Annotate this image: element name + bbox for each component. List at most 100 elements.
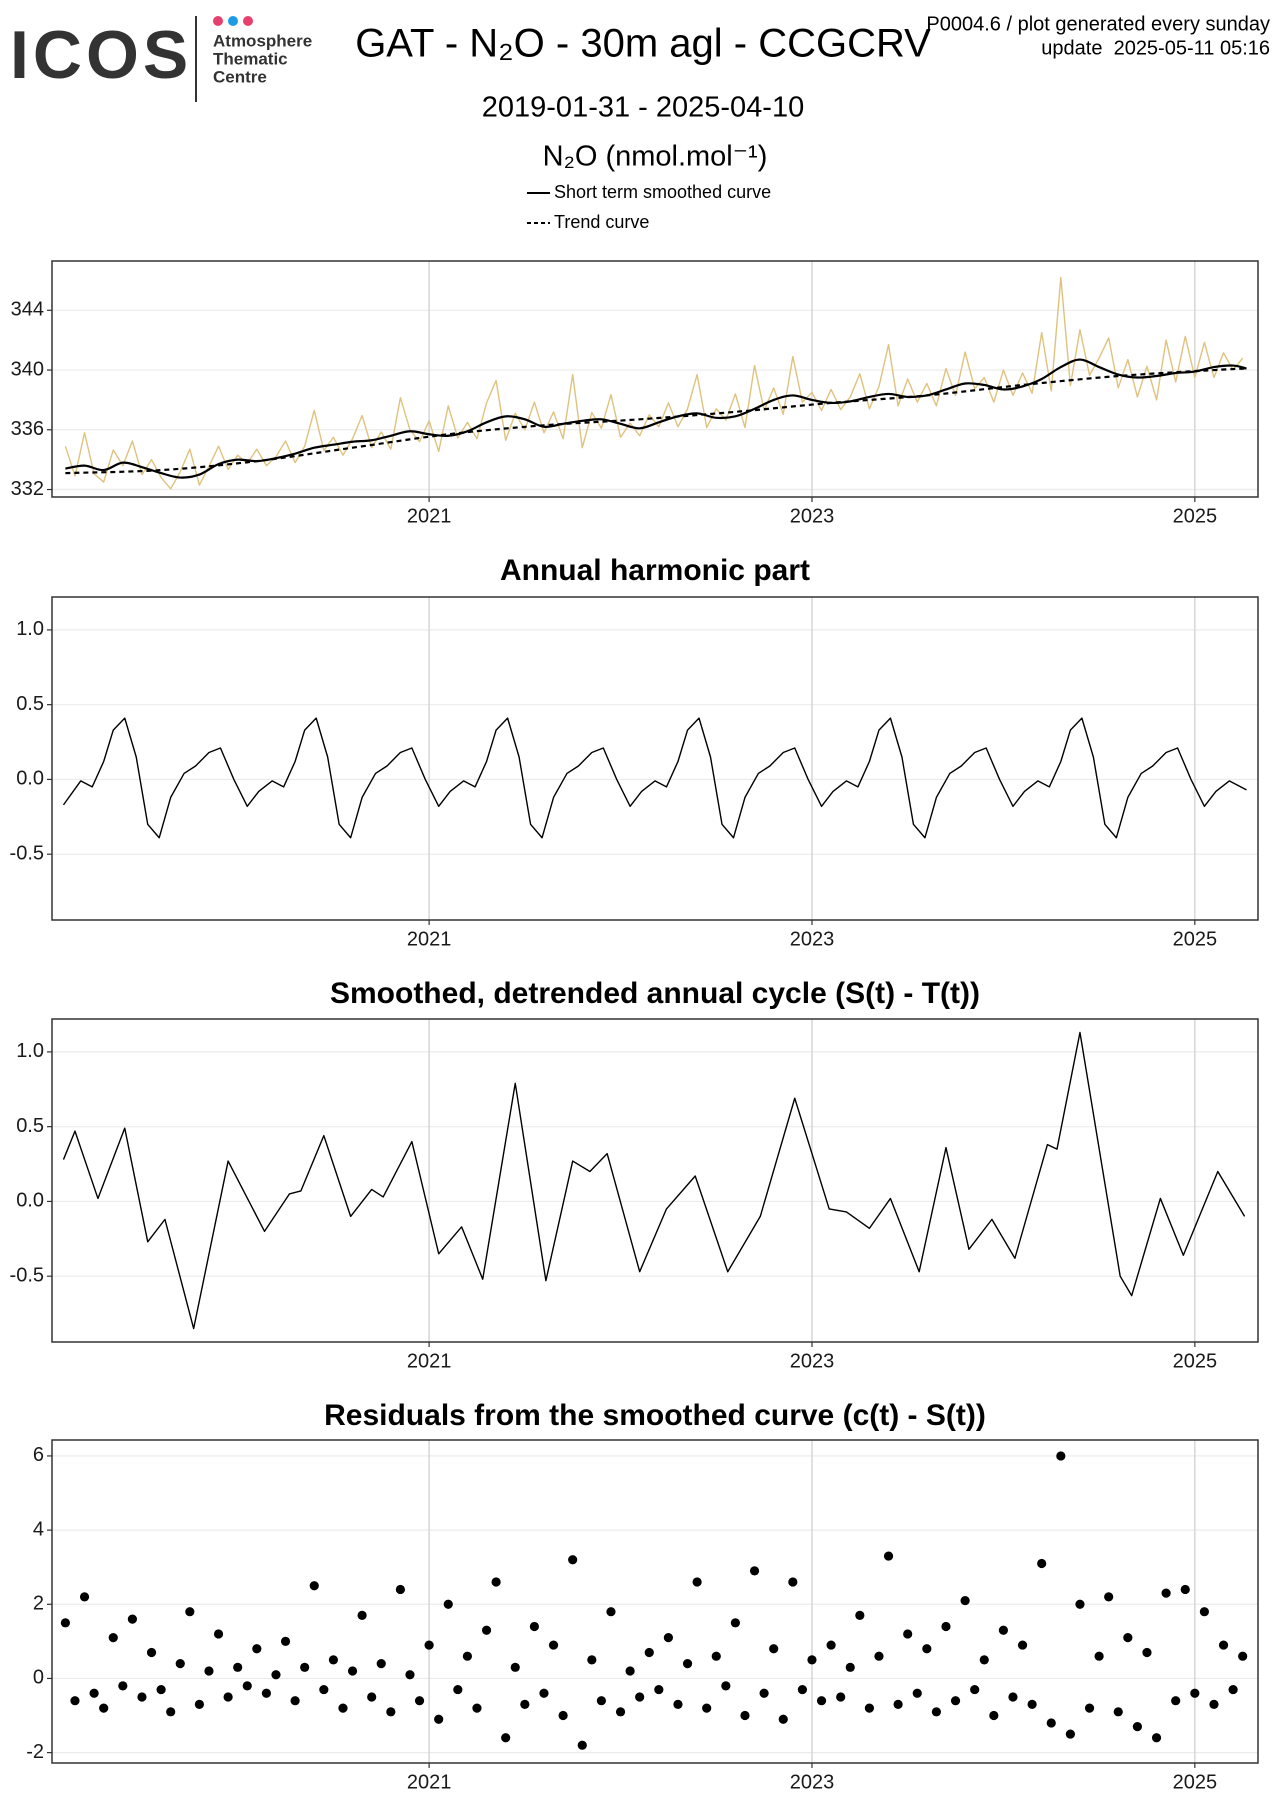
point <box>529 1621 540 1632</box>
plot-area <box>64 276 1247 490</box>
point <box>1228 1684 1238 1695</box>
point <box>797 1684 808 1695</box>
point <box>989 1710 999 1721</box>
point <box>1142 1647 1152 1658</box>
logo-dot <box>228 16 238 26</box>
raw-line <box>64 276 1244 490</box>
point <box>788 1577 798 1587</box>
point <box>204 1666 214 1676</box>
point <box>376 1659 386 1669</box>
x-tick-label: 2021 <box>407 928 452 950</box>
y-tick-label: 2 <box>33 1593 44 1615</box>
curve-line <box>65 358 1247 479</box>
point <box>711 1651 721 1661</box>
point <box>606 1607 616 1617</box>
point <box>826 1640 836 1650</box>
point <box>60 1618 70 1628</box>
page-title: GAT - N₂O - 30m agl - CCGCRV <box>355 22 931 66</box>
point <box>1065 1729 1075 1739</box>
legend-label: Short term smoothed curve <box>554 182 771 202</box>
point <box>692 1577 702 1587</box>
point <box>845 1662 855 1672</box>
point <box>233 1662 243 1672</box>
point <box>271 1670 281 1680</box>
point <box>759 1688 769 1698</box>
point <box>855 1610 865 1621</box>
point <box>1075 1599 1085 1609</box>
raw-line <box>62 1031 1246 1330</box>
point <box>1209 1699 1219 1710</box>
point <box>70 1696 80 1706</box>
point <box>702 1703 712 1713</box>
point <box>587 1655 597 1665</box>
point <box>960 1595 970 1606</box>
panel-title: Smoothed, detrended annual cycle (S(t) -… <box>330 977 980 1010</box>
point <box>261 1688 271 1698</box>
point <box>137 1692 147 1702</box>
point <box>194 1699 204 1710</box>
point <box>912 1688 922 1698</box>
point <box>1056 1451 1066 1461</box>
point <box>625 1666 635 1676</box>
y-tick-label: 0.0 <box>16 1190 44 1212</box>
panel-title: N₂O (nmol.mol⁻¹) <box>543 141 768 173</box>
x-tick-label: 2023 <box>790 505 835 527</box>
panel-background <box>52 1019 1258 1342</box>
point <box>462 1651 472 1661</box>
point <box>1027 1699 1037 1710</box>
y-tick-label: 344 <box>11 299 44 321</box>
y-tick-label: -0.5 <box>10 1264 44 1286</box>
y-tick-label: 336 <box>11 418 44 440</box>
point <box>769 1644 779 1654</box>
point <box>903 1629 913 1639</box>
point <box>548 1640 559 1650</box>
point <box>1132 1722 1142 1732</box>
point <box>424 1640 434 1650</box>
point <box>1084 1703 1095 1713</box>
point <box>1046 1718 1056 1728</box>
point <box>864 1703 875 1713</box>
point <box>405 1670 415 1680</box>
logo-text: Atmosphere <box>213 31 312 50</box>
panel-background <box>52 1440 1258 1763</box>
panel-background <box>52 597 1258 920</box>
y-tick-label: 1.0 <box>16 1040 44 1062</box>
point <box>1008 1692 1018 1702</box>
x-tick-label: 2021 <box>407 505 452 527</box>
point <box>223 1692 233 1702</box>
point <box>979 1655 989 1665</box>
point <box>434 1714 444 1724</box>
point <box>922 1644 932 1654</box>
point <box>970 1684 980 1695</box>
point <box>510 1662 520 1672</box>
y-tick-label: 332 <box>11 478 44 500</box>
point <box>1123 1633 1133 1643</box>
point <box>1190 1688 1200 1698</box>
point <box>1113 1707 1123 1717</box>
point <box>749 1566 760 1576</box>
x-tick-label: 2025 <box>1173 1350 1218 1372</box>
point <box>568 1555 578 1565</box>
point <box>663 1633 674 1643</box>
point <box>654 1684 664 1695</box>
point <box>472 1703 482 1713</box>
x-tick-label: 2021 <box>407 1771 452 1793</box>
point <box>1161 1588 1171 1598</box>
point <box>730 1618 741 1628</box>
raw-line <box>62 717 1247 839</box>
info-text: update 2025-05-11 05:16 <box>1041 37 1270 59</box>
point <box>1037 1558 1047 1569</box>
point <box>252 1644 262 1654</box>
plot-area <box>62 717 1247 839</box>
point <box>644 1647 654 1658</box>
point <box>79 1592 90 1602</box>
y-tick-label: -2 <box>26 1741 44 1763</box>
point <box>453 1684 463 1695</box>
x-tick-label: 2025 <box>1173 1771 1218 1793</box>
point <box>1180 1584 1190 1595</box>
x-tick-label: 2025 <box>1173 928 1218 950</box>
point <box>874 1651 884 1661</box>
point <box>1094 1651 1104 1661</box>
plot-area <box>62 1031 1246 1330</box>
